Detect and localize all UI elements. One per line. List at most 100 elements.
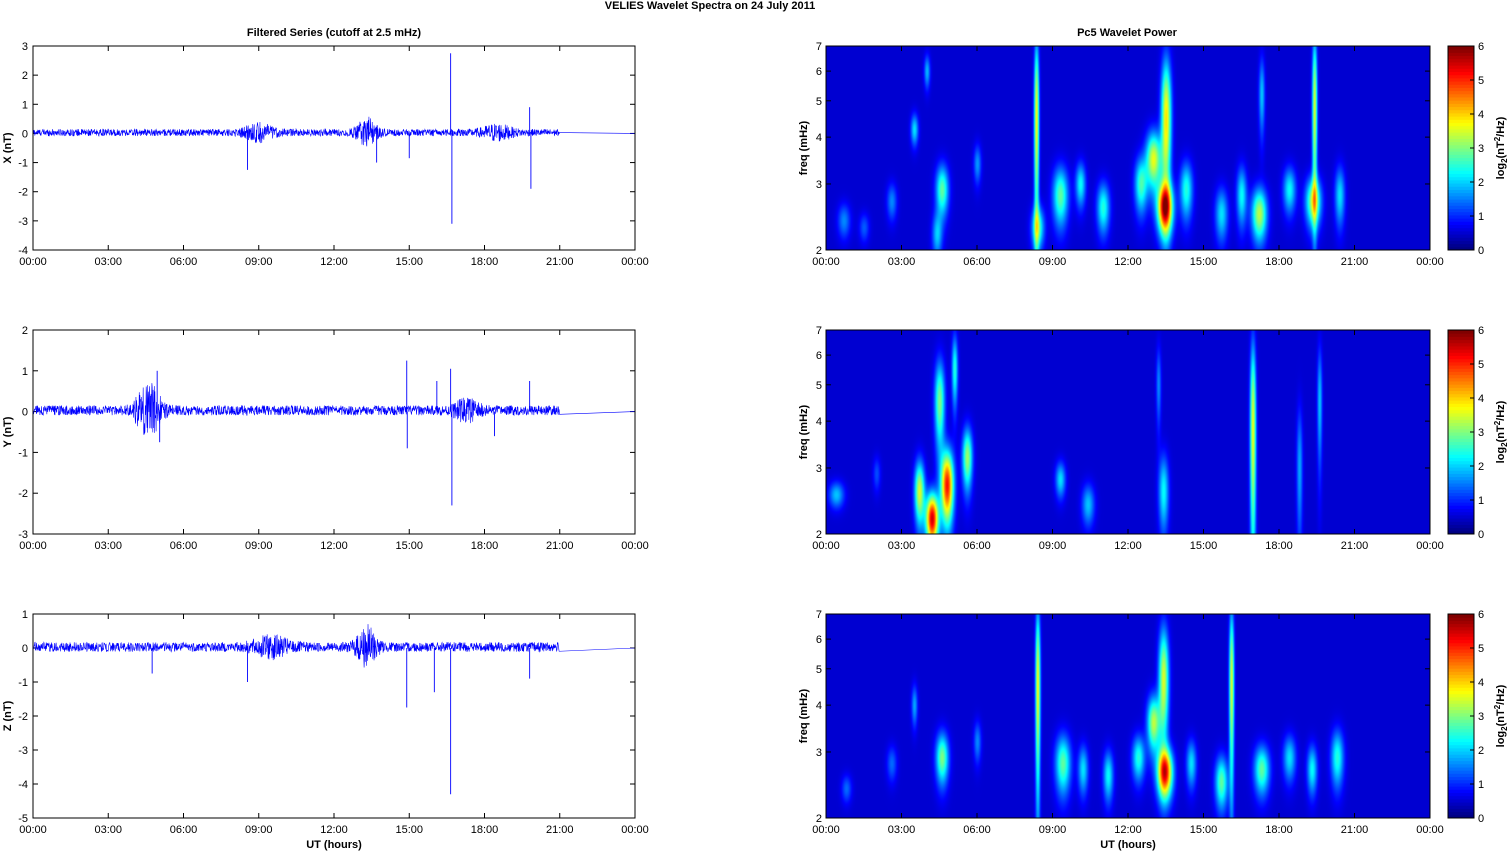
- colorbar-segment: [1448, 412, 1474, 417]
- x-tick-label: 09:00: [245, 256, 273, 268]
- x-tick-label: 15:00: [1190, 540, 1218, 552]
- colorbar-segment: [1448, 629, 1474, 634]
- y-tick-label: 7: [816, 609, 822, 621]
- y-tick-label: 7: [816, 41, 822, 53]
- colorbar-segment: [1448, 100, 1474, 104]
- colorbar-segment: [1448, 626, 1474, 631]
- x-axis-label: UT (hours): [306, 839, 362, 851]
- y-tick-label: -2: [18, 187, 28, 199]
- colorbar-segment: [1448, 157, 1474, 162]
- colorbar-segment: [1448, 508, 1474, 513]
- y-axis-label: freq (mHz): [798, 688, 810, 743]
- colorbar-segment: [1448, 432, 1474, 436]
- colorbar-segment: [1448, 403, 1474, 407]
- colorbar-segment: [1448, 786, 1474, 790]
- colorbar-segment: [1448, 393, 1474, 398]
- colorbar-segment: [1448, 336, 1474, 341]
- colorbar-segment: [1448, 208, 1474, 213]
- x-tick-label: 18:00: [1265, 824, 1293, 836]
- colorbar-segment: [1448, 700, 1474, 704]
- y-tick-label: 1: [22, 99, 28, 111]
- y-tick-label: -4: [18, 245, 28, 257]
- y-tick-label: -2: [18, 711, 28, 723]
- colorbar-segment: [1448, 234, 1474, 238]
- colorbar-segment: [1448, 186, 1474, 190]
- colorbar-segment: [1448, 792, 1474, 797]
- colorbar-segment: [1448, 49, 1474, 53]
- x-tick-label: 18:00: [471, 824, 499, 836]
- colorbar-tick-label: 5: [1478, 643, 1484, 655]
- colorbar-segment: [1448, 387, 1474, 392]
- left-column-title: Filtered Series (cutoff at 2.5 mHz): [247, 27, 422, 39]
- colorbar-segment: [1448, 125, 1474, 130]
- y-tick-label: -1: [18, 158, 28, 170]
- colorbar-segment: [1448, 633, 1474, 637]
- colorbar-segment: [1448, 176, 1474, 181]
- colorbar-segment: [1448, 438, 1474, 443]
- colorbar-segment: [1448, 754, 1474, 758]
- colorbar-segment: [1448, 128, 1474, 133]
- colorbar-tick-label: 2: [1478, 745, 1484, 757]
- y-tick-label: 2: [22, 70, 28, 82]
- colorbar-segment: [1448, 116, 1474, 120]
- colorbar-segment: [1448, 770, 1474, 774]
- colorbar-segment: [1448, 409, 1474, 414]
- colorbar-segment: [1448, 706, 1474, 711]
- colorbar-segment: [1448, 661, 1474, 666]
- colorbar-segment: [1448, 703, 1474, 707]
- x-tick-label: 00:00: [19, 256, 47, 268]
- x-axis-1: 00:00 03:00 06:00 09:00 12:00 15:00 18:00 21:00…: [19, 330, 649, 552]
- colorbar-segment: [1448, 154, 1474, 159]
- colorbar-tick-label: 4: [1478, 393, 1484, 405]
- colorbar-label: log2(nT2/Hz): [1493, 116, 1509, 179]
- colorbar-segment: [1448, 782, 1474, 787]
- colorbar-segment: [1448, 425, 1474, 430]
- y-tick-label: -1: [18, 677, 28, 689]
- colorbar-segment: [1448, 237, 1474, 241]
- y-tick-label: -3: [18, 216, 28, 228]
- colorbar-segment: [1448, 381, 1474, 385]
- x-tick-label: 06:00: [170, 256, 198, 268]
- x-tick-label: 09:00: [1039, 824, 1067, 836]
- colorbar-segment: [1448, 52, 1474, 57]
- x-axis-label: UT (hours): [1100, 839, 1156, 851]
- colorbar-segment: [1448, 518, 1474, 522]
- colorbar-segment: [1448, 55, 1474, 60]
- x-tick-label: 18:00: [1265, 540, 1293, 552]
- colorbar-segment: [1448, 106, 1474, 111]
- colorbar-segment: [1448, 498, 1474, 503]
- colorbar-segment: [1448, 377, 1474, 382]
- colorbar-segment: [1448, 751, 1474, 755]
- x-tick-label: 21:00: [546, 540, 574, 552]
- colorbar-segment: [1448, 93, 1474, 98]
- y-tick-label: -2: [18, 488, 28, 500]
- colorbar-segment: [1448, 192, 1474, 197]
- x-tick-label: 21:00: [1341, 540, 1369, 552]
- x-tick-label: 21:00: [1341, 256, 1369, 268]
- colorbar-segment: [1448, 811, 1474, 816]
- colorbar-segment: [1448, 416, 1474, 420]
- x-tick-label: 21:00: [546, 824, 574, 836]
- x-axis-5: 00:00 03:00 06:00 09:00 12:00 15:00 18:00 21:00…: [812, 614, 1444, 851]
- colorbar-segment: [1448, 521, 1474, 525]
- colorbar-segment: [1448, 132, 1474, 136]
- colorbar-segment: [1448, 345, 1474, 350]
- x-tick-label: 09:00: [245, 824, 273, 836]
- colorbar-tick-label: 3: [1478, 711, 1484, 723]
- y-tick-label: -5: [18, 813, 28, 825]
- colorbar-segment: [1448, 454, 1474, 458]
- y-tick-label: 4: [816, 416, 822, 428]
- x-tick-label: 09:00: [1039, 540, 1067, 552]
- x-tick-label: 12:00: [320, 540, 348, 552]
- colorbar-segment: [1448, 163, 1474, 168]
- colorbar-segment: [1448, 502, 1474, 506]
- colorbar-segment: [1448, 441, 1474, 446]
- colorbar-segment: [1448, 527, 1474, 532]
- colorbar-segment: [1448, 773, 1474, 778]
- x-tick-label: 00:00: [1416, 256, 1444, 268]
- colorbar-segment: [1448, 668, 1474, 672]
- y-tick-label: 3: [816, 179, 822, 191]
- colorbar-segment: [1448, 144, 1474, 149]
- colorbar-segment: [1448, 339, 1474, 344]
